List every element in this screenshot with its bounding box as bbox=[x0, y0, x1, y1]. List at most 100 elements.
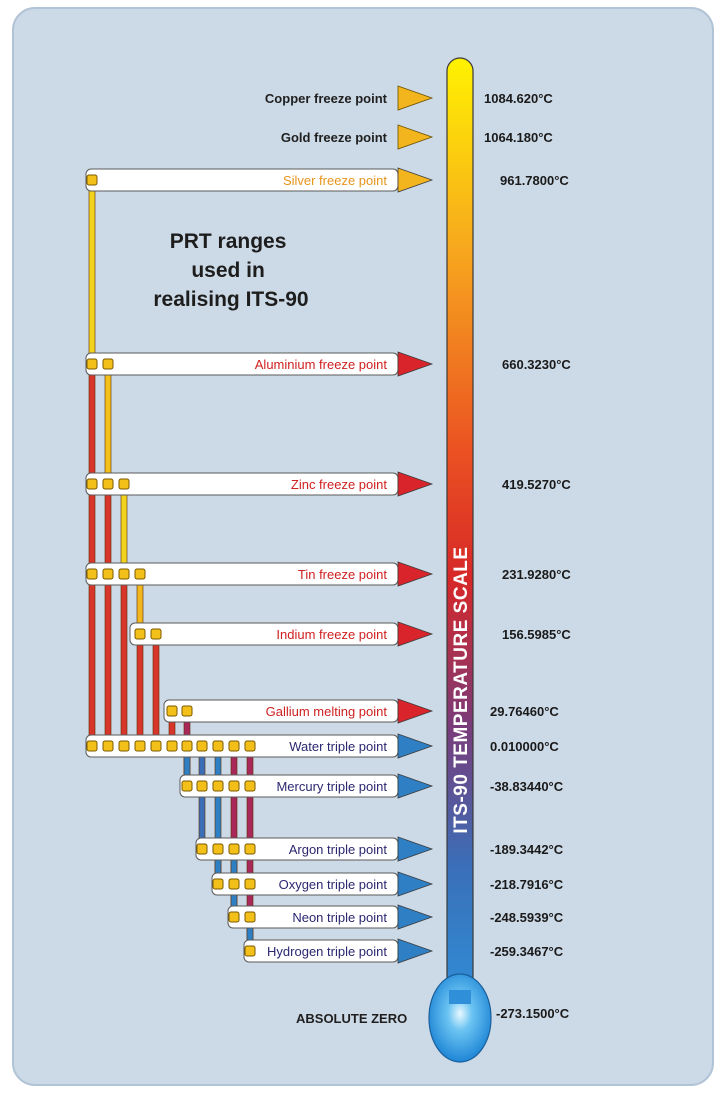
prt-range-line bbox=[152, 633, 160, 747]
prt-range-node bbox=[134, 740, 146, 752]
prt-range-node bbox=[118, 478, 130, 490]
prt-range-node bbox=[196, 780, 208, 792]
prt-range-line bbox=[120, 573, 128, 747]
fixed-point-label: Aluminium freeze point bbox=[255, 357, 388, 372]
fixed-point-arrow bbox=[397, 698, 434, 724]
fixed-point-value: 660.3230°C bbox=[502, 357, 571, 372]
thermometer-bulb bbox=[428, 973, 492, 1063]
prt-range-node bbox=[118, 568, 130, 580]
fixed-point-0: Copper freeze point bbox=[265, 85, 434, 111]
prt-range-line bbox=[88, 179, 96, 365]
prt-range-node bbox=[102, 478, 114, 490]
fixed-point-7: Gallium melting point bbox=[163, 698, 434, 724]
prt-range-line bbox=[120, 483, 128, 575]
fixed-point-arrow bbox=[397, 836, 434, 862]
prt-range-node bbox=[181, 705, 193, 717]
prt-range-node bbox=[212, 878, 224, 890]
title-line-1: PRT ranges bbox=[170, 230, 287, 253]
fixed-point-arrow bbox=[397, 351, 434, 377]
fixed-point-8: Water triple point bbox=[85, 733, 434, 759]
prt-range-node bbox=[228, 780, 240, 792]
fixed-point-value: 29.76460°C bbox=[490, 704, 559, 719]
fixed-point-6: Indium freeze point bbox=[129, 621, 434, 647]
fixed-point-label: Hydrogen triple point bbox=[267, 944, 387, 959]
prt-range-node bbox=[212, 740, 224, 752]
fixed-point-label: Neon triple point bbox=[292, 910, 387, 925]
fixed-point-arrow bbox=[397, 471, 434, 497]
fixed-point-4: Zinc freeze point bbox=[85, 471, 434, 497]
prt-range-node bbox=[86, 478, 98, 490]
fixed-point-arrow bbox=[397, 938, 434, 964]
prt-range-nodes bbox=[86, 174, 256, 957]
fixed-point-arrow bbox=[397, 733, 434, 759]
prt-range-node bbox=[102, 568, 114, 580]
fixed-point-value: -189.3442°C bbox=[490, 842, 564, 857]
prt-range-node bbox=[228, 843, 240, 855]
prt-range-node bbox=[212, 843, 224, 855]
fixed-point-label: Mercury triple point bbox=[276, 779, 387, 794]
fixed-point-label: Silver freeze point bbox=[283, 173, 387, 188]
fixed-point-value: 156.5985°C bbox=[502, 627, 571, 642]
prt-range-node bbox=[166, 740, 178, 752]
prt-range-node bbox=[196, 843, 208, 855]
absolute-zero-label: ABSOLUTE ZERO bbox=[296, 1011, 407, 1026]
prt-range-node bbox=[134, 628, 146, 640]
prt-range-node bbox=[134, 568, 146, 580]
fixed-point-arrow bbox=[397, 621, 434, 647]
fixed-point-value: -259.3467°C bbox=[490, 944, 564, 959]
fixed-point-label: Zinc freeze point bbox=[291, 477, 387, 492]
prt-range-node bbox=[150, 628, 162, 640]
prt-range-node bbox=[150, 740, 162, 752]
prt-range-node bbox=[181, 740, 193, 752]
fixed-point-3: Aluminium freeze point bbox=[85, 351, 434, 377]
prt-range-node bbox=[86, 174, 98, 186]
fixed-point-value: 0.010000°C bbox=[490, 739, 559, 754]
fixed-point-value: -38.83440°C bbox=[490, 779, 564, 794]
temperature-values: 1084.620°C 1064.180°C 961.7800°C 660.3230°C… bbox=[484, 91, 571, 959]
prt-range-node bbox=[212, 780, 224, 792]
fixed-point-label: Gallium melting point bbox=[266, 704, 388, 719]
prt-range-node bbox=[244, 945, 256, 957]
prt-range-node bbox=[228, 878, 240, 890]
fixed-point-value: -248.5939°C bbox=[490, 910, 564, 925]
prt-range-node bbox=[196, 740, 208, 752]
prt-range-line bbox=[136, 633, 144, 747]
title-line-3: realising ITS-90 bbox=[153, 288, 308, 311]
fixed-point-value: -218.7916°C bbox=[490, 877, 564, 892]
prt-range-node bbox=[244, 740, 256, 752]
prt-range-node bbox=[86, 358, 98, 370]
prt-range-node bbox=[228, 740, 240, 752]
fixed-point-10: Argon triple point bbox=[195, 836, 434, 862]
prt-range-node bbox=[181, 780, 193, 792]
fixed-point-1: Gold freeze point bbox=[281, 124, 434, 150]
fixed-point-arrow bbox=[397, 773, 434, 799]
fixed-point-13: Hydrogen triple point bbox=[243, 938, 434, 964]
prt-range-node bbox=[118, 740, 130, 752]
fixed-point-value: 1084.620°C bbox=[484, 91, 553, 106]
prt-range-node bbox=[102, 358, 114, 370]
fixed-point-12: Neon triple point bbox=[227, 904, 434, 930]
prt-range-line bbox=[104, 363, 112, 485]
fixed-point-label: Copper freeze point bbox=[265, 91, 388, 106]
fixed-point-arrow bbox=[397, 871, 434, 897]
fixed-point-5: Tin freeze point bbox=[85, 561, 434, 587]
background-panel bbox=[12, 7, 714, 1086]
absolute-zero-value: -273.1500°C bbox=[496, 1006, 570, 1021]
fixed-point-label: Oxygen triple point bbox=[279, 877, 388, 892]
fixed-point-arrow bbox=[397, 85, 434, 111]
thermometer-tube bbox=[446, 57, 474, 1009]
prt-range-node bbox=[86, 740, 98, 752]
fixed-point-2: Silver freeze point bbox=[85, 167, 434, 193]
prt-range-node bbox=[228, 911, 240, 923]
diagram-title: PRT ranges used in realising ITS-90 bbox=[153, 230, 308, 311]
fixed-point-arrow bbox=[397, 124, 434, 150]
prt-range-node bbox=[86, 568, 98, 580]
prt-range-node bbox=[244, 843, 256, 855]
thermometer: ITS-90 TEMPERATURE SCALE bbox=[428, 57, 492, 1063]
prt-range-node bbox=[244, 780, 256, 792]
fixed-point-value: 1064.180°C bbox=[484, 130, 553, 145]
fixed-point-arrow bbox=[397, 167, 434, 193]
fixed-point-label: Tin freeze point bbox=[298, 567, 388, 582]
